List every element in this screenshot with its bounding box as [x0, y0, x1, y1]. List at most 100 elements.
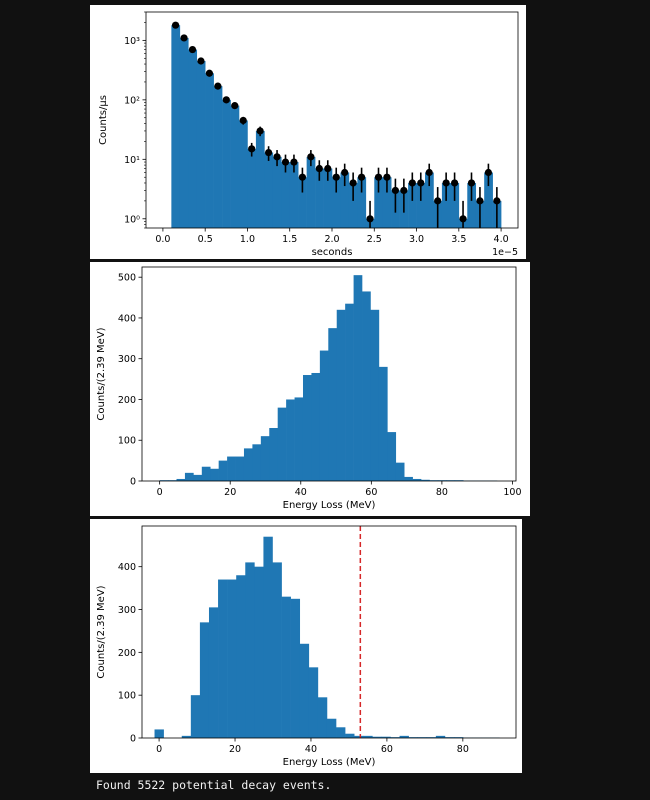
histogram-bar: [315, 168, 324, 228]
histogram-bar: [281, 162, 291, 228]
decay-time-chart: 0.0 0.5 1.0 1.5 2.0 2.5 3.0 3.5 4.0 10⁰ 10¹ 10² 10³ s…: [98, 11, 519, 258]
histogram-bar: [363, 735, 373, 738]
histogram-bar: [395, 462, 405, 481]
histogram-bar: [196, 60, 206, 229]
y-tick-label: 10⁰: [124, 214, 140, 225]
x-tick-label: 60: [381, 744, 393, 755]
y-tick-label: 100: [118, 691, 136, 702]
data-point-marker: [374, 173, 383, 181]
data-point-marker: [493, 197, 501, 205]
histogram-bar: [171, 25, 181, 229]
data-point-marker: [391, 186, 400, 195]
histogram-bar: [260, 436, 270, 481]
data-point-marker: [434, 197, 442, 205]
energy-loss-decay-chart: 0 20 40 60 80 0 100 200 300 400 Energy Loss (MeV) C…: [96, 525, 517, 768]
histogram-bar: [252, 444, 262, 481]
x-axis-label: Energy Loss (MeV): [283, 757, 376, 768]
energy-loss-chart: 0 20 40 60 80 100 0 100 200 300 400 500 Energy Loss …: [96, 266, 522, 511]
histogram-bar: [277, 407, 287, 481]
decay-time-chart-panel: 0.0 0.5 1.0 1.5 2.0 2.5 3.0 3.5 4.0 10⁰ 10¹ 10² 10³ s…: [90, 5, 526, 259]
histogram-bar: [416, 182, 426, 228]
histogram-bar: [370, 309, 380, 481]
data-point-marker: [222, 96, 230, 104]
histogram-bar: [381, 736, 391, 738]
plot-frame: [141, 525, 517, 739]
data-point-marker: [197, 57, 205, 65]
histogram-bar: [308, 667, 319, 738]
histogram-bar: [412, 478, 422, 481]
histogram-bar: [450, 182, 460, 228]
histogram-bar: [429, 480, 439, 481]
y-tick-label: 0: [130, 477, 136, 488]
x-tick-label: 0.0: [155, 234, 170, 245]
x-tick-label: 4.0: [494, 234, 509, 245]
histogram-bar: [426, 737, 437, 738]
histogram-bar: [235, 456, 245, 481]
data-point-marker: [332, 173, 340, 181]
data-point-marker: [298, 173, 307, 181]
y-tick-label: 500: [118, 273, 136, 284]
data-point-marker: [264, 148, 273, 157]
histogram-bar: [390, 737, 400, 738]
histogram-bar: [227, 579, 237, 738]
histogram-bar: [374, 177, 384, 228]
histogram-bar: [193, 474, 203, 481]
data-point-marker: [467, 179, 476, 187]
histogram-bar: [281, 596, 291, 738]
y-tick-label: 300: [118, 605, 136, 616]
histogram-bar: [404, 476, 413, 481]
histogram-bar: [326, 718, 337, 738]
histogram-bar: [417, 737, 428, 738]
x-tick-label: 3.0: [409, 234, 424, 245]
histogram-bar: [353, 275, 363, 481]
histogram-bar: [484, 172, 493, 228]
histogram-bar: [435, 735, 446, 738]
x-tick-label: 2.0: [324, 234, 339, 245]
y-axis-label: Counts/μs: [98, 95, 109, 145]
histogram-bar: [184, 472, 194, 481]
histogram-bar: [190, 695, 201, 738]
y-tick-label: 100: [118, 436, 136, 447]
y-axis-label: Counts/(2.39 MeV): [96, 585, 107, 678]
histogram-bar: [357, 177, 367, 228]
x-tick-label: 0: [157, 487, 163, 498]
histogram-bar: [299, 643, 310, 738]
y-tick-label: 400: [118, 313, 136, 324]
histogram-bar: [336, 727, 346, 738]
histogram-bar: [311, 372, 321, 481]
histogram-bar: [332, 177, 341, 228]
histogram-bar: [205, 73, 214, 228]
y-tick-label: 10²: [124, 95, 140, 106]
data-point-marker: [307, 153, 315, 161]
histogram-bar: [317, 697, 328, 738]
histogram-bar: [444, 737, 455, 738]
histogram-bar: [213, 86, 223, 228]
histogram-bar: [188, 49, 198, 229]
histogram-bar: [454, 480, 464, 481]
histogram-bar: [378, 366, 388, 481]
data-point-marker: [425, 168, 433, 177]
histogram-bar: [168, 480, 177, 481]
x-tick-label: 80: [457, 744, 469, 755]
data-point-marker: [341, 168, 349, 177]
data-point-marker: [484, 168, 493, 177]
y-tick-label: 10³: [124, 36, 140, 47]
histogram-bar: [302, 375, 312, 481]
histogram-bar: [272, 156, 282, 228]
y-tick-label: 10¹: [124, 155, 140, 166]
histogram-bar: [294, 397, 304, 481]
data-point-marker: [239, 116, 247, 125]
histogram-bar: [323, 168, 333, 228]
data-point-marker: [290, 158, 298, 166]
x-tick-label: 40: [305, 744, 317, 755]
histogram-bar: [437, 480, 447, 481]
y-tick-label: 200: [118, 395, 136, 406]
data-point-marker: [315, 164, 323, 173]
histogram-bar: [286, 399, 295, 481]
histogram-bar: [354, 735, 364, 738]
histogram-bar: [289, 162, 299, 228]
data-point-marker: [273, 153, 281, 161]
y-tick-label: 300: [118, 354, 136, 365]
data-point-marker: [171, 21, 180, 29]
histogram-bar: [328, 328, 338, 481]
